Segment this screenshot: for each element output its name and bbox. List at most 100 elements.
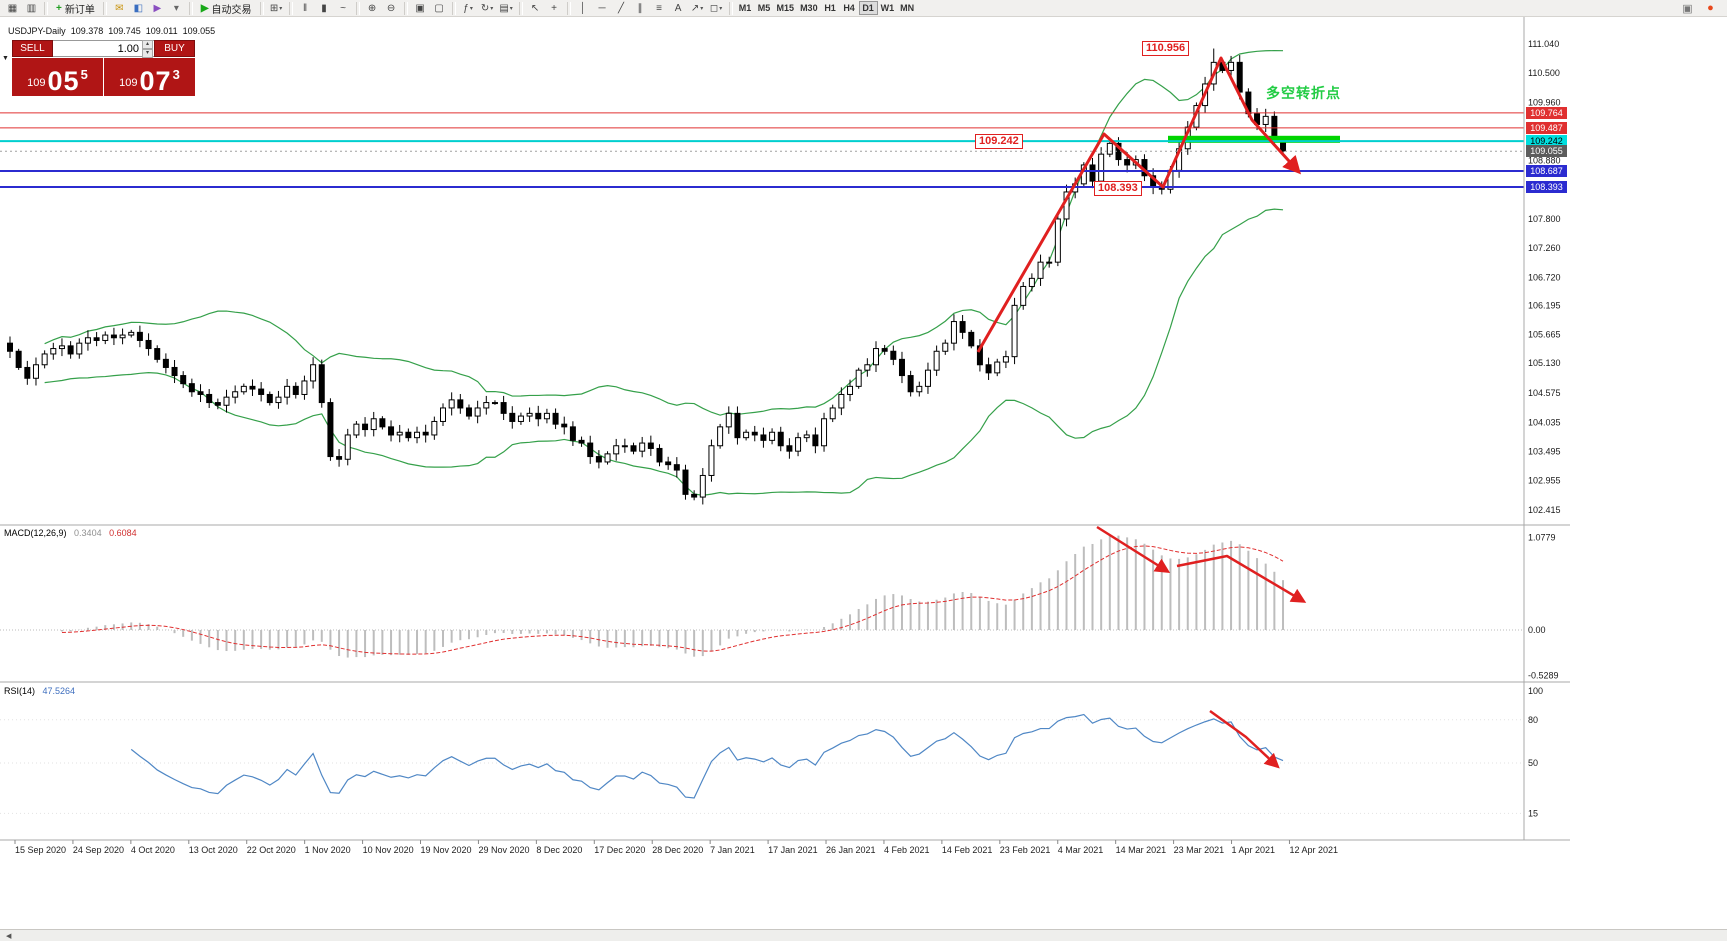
candle [699,474,706,498]
channel-icon[interactable]: ∥ [631,1,650,16]
profiles-icon[interactable]: ▥ [22,1,41,16]
price-tick-label: 105.130 [1528,358,1561,368]
candle [414,431,421,439]
alerts-icon[interactable]: ✉ [110,1,129,16]
chart-shift-icon[interactable]: ▣ [1678,1,1697,16]
axis-badge-109.242: 109.242 [1526,135,1567,148]
timeframe-m15[interactable]: M15 [776,3,795,13]
cursor-icon[interactable]: ↖ [526,1,545,16]
candle [656,447,663,463]
community-icon[interactable]: ● [1701,1,1720,16]
candle [110,334,117,339]
ohlc-low: 109.011 [145,26,178,36]
price-zigzag[interactable] [976,56,1302,353]
trendline-icon[interactable]: ╱ [612,1,631,16]
candle [1002,356,1009,363]
ohlc-close: 109.055 [182,26,216,36]
data-window-icon: ◧ [133,2,144,14]
price-label-110-956[interactable]: 110.956 [1142,41,1190,56]
chart-shift-icon: ▣ [1682,2,1693,15]
candle [353,423,360,436]
fibonacci-icon[interactable]: ≡ [650,1,669,16]
candlestick-chart-icon[interactable]: ▮ [315,1,334,16]
macd-arrow-2[interactable] [1176,554,1307,603]
crosshair-icon[interactable]: + [545,1,564,16]
price-tick-label: 111.040 [1528,39,1559,49]
data-window-icon[interactable]: ◧ [129,1,148,16]
rsi-line [130,713,1284,799]
axis-badge-109.764: 109.764 [1526,106,1567,119]
sell-pips: 05 [47,66,80,96]
new-order-button[interactable]: + 新订单 [51,1,100,16]
rsi-arrow[interactable] [1209,709,1280,769]
candle [621,445,628,448]
candle [1124,159,1131,166]
timeframe-m1[interactable]: M1 [738,3,752,13]
candle [873,348,879,366]
timeframe-w1[interactable]: W1 [880,3,895,13]
ohlc-open: 109.378 [70,26,104,36]
buy-button[interactable]: BUY [154,40,195,57]
timeframe-mn[interactable]: MN [900,3,915,13]
volume-down-icon[interactable]: ▾ [142,48,153,58]
date-label: 12 Apr 2021 [1289,845,1338,855]
indicators-icon[interactable]: ƒ ▾ [459,1,478,16]
candle [32,364,39,379]
candle [119,334,126,339]
auto-trading-button[interactable]: ▶ 自动交易 [196,1,257,16]
text-icon[interactable]: A [669,1,688,16]
navigator-icon[interactable]: ▶ [148,1,167,16]
sell-button[interactable]: SELL [12,40,53,57]
timeframe-m5[interactable]: M5 [757,3,771,13]
candle [206,393,213,404]
macd-arrow-1[interactable] [1096,525,1171,573]
candle [543,412,550,420]
scripts-icon[interactable]: ▾ [167,1,186,16]
chart-window-icon[interactable]: ▦ [3,1,22,16]
arrows-icon[interactable]: ↗ ▾ [688,1,707,16]
auto-arrange-icon[interactable]: ▢ [430,1,449,16]
tile-windows-icon[interactable]: ▣ [411,1,430,16]
new-chart-icon[interactable]: ⊞ ▾ [267,1,286,16]
candle [890,350,897,360]
chart-canvas[interactable]: 111.040 110.500 109.960 108.880 107.800 107.2… [0,17,1570,858]
timeframe-h1[interactable]: H1 [824,3,836,13]
timeframe-m30[interactable]: M30 [800,3,818,13]
rsi-name: RSI(14) [4,686,36,696]
horizontal-line-icon[interactable]: ─ [593,1,612,16]
zoom-in-icon[interactable]: ⊕ [363,1,382,16]
turning-point-text[interactable]: 多空转折点 [1266,85,1341,101]
date-label: 14 Feb 2021 [942,845,993,855]
buy-price-panel[interactable]: 109 07 3 [104,58,195,96]
shapes-icon[interactable]: ◻ ▾ [707,1,726,16]
sell-price-panel[interactable]: 109 05 5 [12,58,103,96]
periods-icon[interactable]: ↻ ▾ [478,1,497,16]
macd-name: MACD(12,26,9) [4,528,67,538]
bar-chart-icon[interactable]: ‖ [296,1,315,16]
timeframe-h4[interactable]: H4 [843,3,855,13]
macd-signal-value: 0.6084 [109,528,137,538]
candle [881,348,888,352]
new-chart-icon: ⊞ [269,2,279,14]
toolbar-right-group: ▣ ● [1678,1,1724,16]
date-label: 1 Apr 2021 [1232,845,1276,855]
candle [301,380,308,395]
candle [448,399,455,409]
timeframe-d1[interactable]: D1 [858,1,878,15]
candle [1262,115,1269,125]
volume-up-icon[interactable]: ▴ [142,39,153,49]
volume-input[interactable]: 1.00 ▴ ▾ [53,39,154,58]
zoom-out-icon[interactable]: ⊖ [382,1,401,16]
candle [67,345,74,355]
templates-icon[interactable]: ▤ ▾ [497,1,516,16]
line-chart-icon[interactable]: ~ [334,1,353,16]
shapes-icon: ◻ [709,2,719,14]
scroll-left-icon[interactable]: ◀ [6,932,12,940]
price-label-109-242[interactable]: 109.242 [975,134,1023,149]
price-label-108-393[interactable]: 108.393 [1094,181,1142,196]
macd-layer: 1.0779 0.00 -0.5289 [0,532,1559,680]
templates-icon: ▤ [499,2,509,14]
axis-badge-109.055: 109.055 [1526,145,1567,158]
one-click-collapse-icon[interactable]: ▼ [2,55,9,62]
vertical-line-icon[interactable]: │ [574,1,593,16]
